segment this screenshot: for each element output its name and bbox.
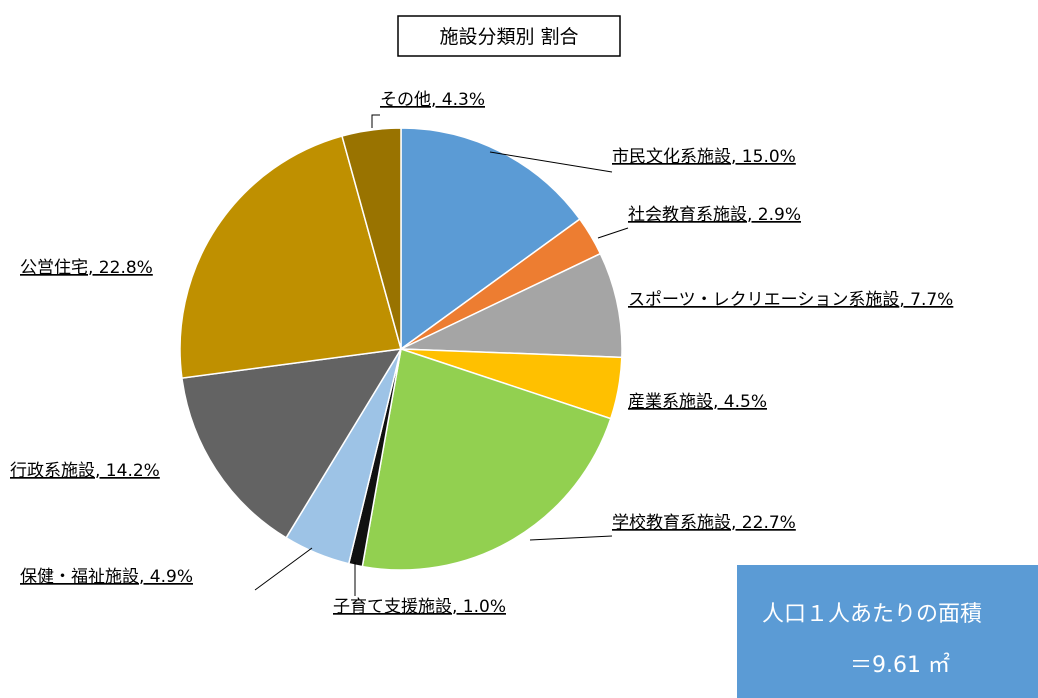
pie-slice	[400, 127, 581, 351]
label-value: , 14.2%	[95, 461, 160, 481]
label-category: 公営住宅	[20, 258, 88, 278]
pie-slice	[179, 135, 402, 379]
label-category: 社会教育系施設	[628, 205, 747, 225]
pie-slice	[181, 348, 403, 539]
leader-line	[597, 227, 629, 239]
label-category: 行政系施設	[10, 461, 95, 481]
data-label: 学校教育系施設, 22.7%	[612, 513, 796, 533]
data-label: 公営住宅, 22.8%	[20, 258, 153, 278]
leader-line	[371, 114, 380, 128]
pie-slice	[341, 127, 402, 350]
label-category: 市民文化系施設	[612, 147, 731, 167]
label-value: , 7.7%	[899, 290, 953, 310]
label-value: , 15.0%	[731, 147, 796, 167]
note-box	[737, 565, 1038, 698]
data-label: 産業系施設, 4.5%	[628, 392, 767, 412]
label-value: , 2.9%	[747, 205, 801, 225]
label-value: , 22.8%	[88, 258, 153, 278]
data-label: 社会教育系施設, 2.9%	[628, 205, 801, 225]
data-label: 市民文化系施設, 15.0%	[612, 147, 796, 167]
title-box	[397, 15, 621, 57]
label-category: 学校教育系施設	[612, 513, 731, 533]
label-category: その他	[380, 90, 431, 110]
pie-slice	[400, 252, 623, 359]
leader-line	[529, 535, 613, 541]
pie-slice	[361, 348, 612, 571]
leader-line	[254, 547, 313, 591]
label-category: 保健・福祉施設	[20, 567, 139, 587]
label-value: , 22.7%	[731, 513, 796, 533]
data-label: 子育て支援施設, 1.0%	[333, 597, 506, 617]
label-category: 産業系施設	[628, 392, 713, 412]
data-label: 行政系施設, 14.2%	[10, 461, 160, 481]
label-category: スポーツ・レクリエーション系施設	[628, 290, 899, 310]
label-value: , 4.9%	[139, 567, 193, 587]
note-line: ＝9.61 ㎡	[850, 652, 950, 678]
label-value: , 4.5%	[713, 392, 767, 412]
label-value: , 1.0%	[452, 597, 506, 617]
chart-title: 施設分類別 割合	[439, 26, 578, 48]
leader-line	[489, 151, 613, 173]
data-label: 保健・福祉施設, 4.9%	[20, 567, 193, 587]
data-label: その他, 4.3%	[380, 90, 485, 110]
note-line: 人口１人あたりの面積	[762, 602, 982, 627]
label-category: 子育て支援施設	[333, 597, 452, 617]
data-label: スポーツ・レクリエーション系施設, 7.7%	[628, 290, 953, 310]
label-value: , 4.3%	[431, 90, 485, 110]
